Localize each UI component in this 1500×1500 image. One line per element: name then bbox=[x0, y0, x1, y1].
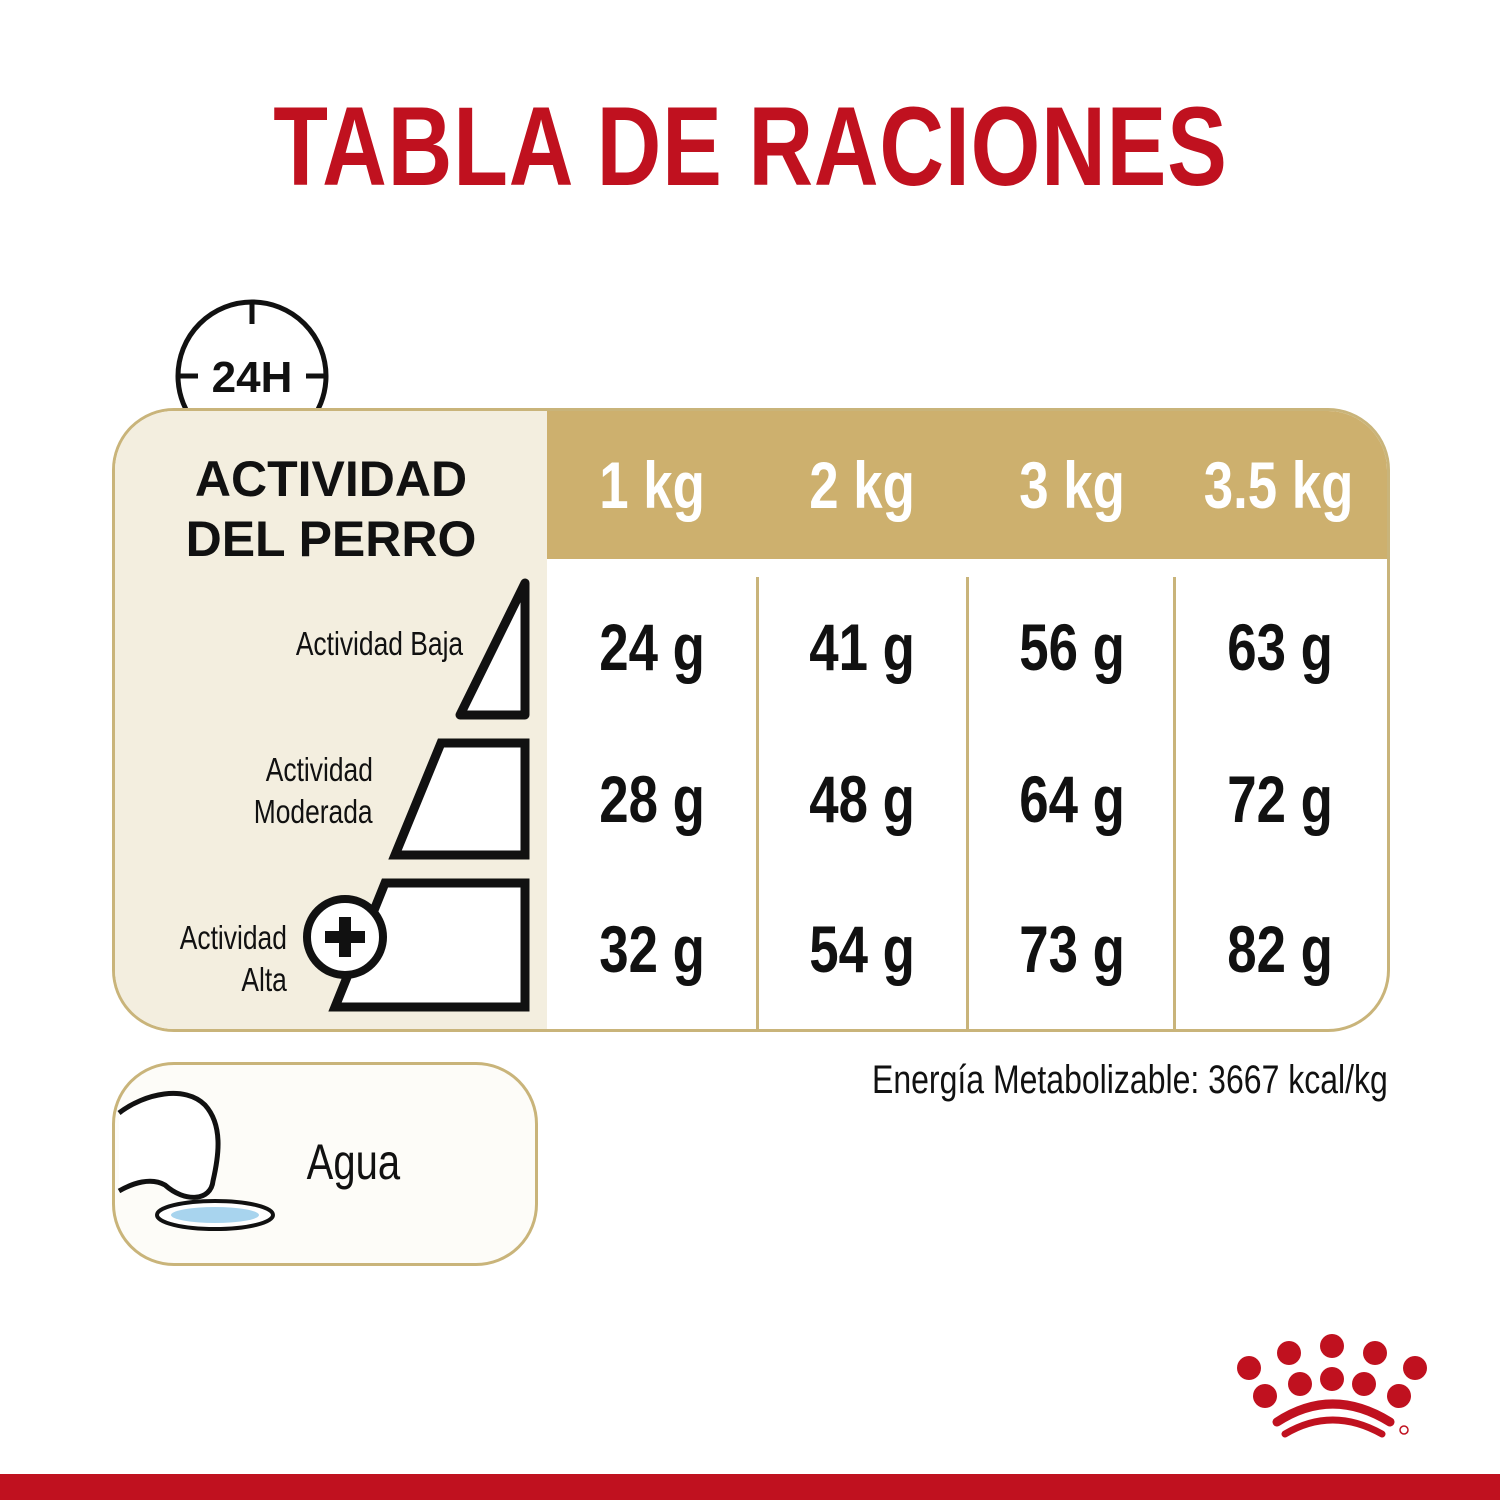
weight-col-2: 2 kg bbox=[809, 448, 915, 522]
cell: 28 g bbox=[599, 762, 705, 836]
water-box: Agua bbox=[112, 1062, 538, 1266]
dog-paw-water-bowl-icon bbox=[117, 1091, 275, 1231]
column-divider bbox=[966, 577, 969, 1029]
cell: 64 g bbox=[1019, 762, 1125, 836]
water-label: Agua bbox=[306, 1134, 401, 1190]
row-label-moderate: Actividad Moderada bbox=[254, 751, 373, 830]
row-label-high: Actividad Alta bbox=[179, 919, 287, 998]
cell: 82 g bbox=[1227, 912, 1333, 986]
column-divider bbox=[756, 577, 759, 1029]
weight-header: 1 kg 2 kg 3 kg 3.5 kg bbox=[547, 411, 1387, 559]
weight-col-1: 1 kg bbox=[599, 448, 705, 522]
cell: 73 g bbox=[1019, 912, 1125, 986]
page-title: TABLA DE RACIONES bbox=[0, 82, 1500, 211]
cell: 56 g bbox=[1019, 610, 1125, 684]
activity-header-line1: ACTIVIDAD bbox=[194, 451, 468, 507]
activity-header: ACTIVIDAD DEL PERRO bbox=[115, 449, 547, 569]
cell: 54 g bbox=[809, 912, 915, 986]
cell: 48 g bbox=[809, 762, 915, 836]
energy-note: Energía Metabolizable: 3667 kcal/kg bbox=[872, 1058, 1388, 1102]
brand-footer-bar bbox=[0, 1474, 1500, 1500]
cell: 24 g bbox=[599, 610, 705, 684]
activity-panel: ACTIVIDAD DEL PERRO Actividad Baja Activ… bbox=[115, 411, 547, 1029]
weight-col-4: 3.5 kg bbox=[1204, 448, 1354, 522]
activity-level-icon bbox=[303, 578, 530, 1012]
cell: 32 g bbox=[599, 912, 705, 986]
royal-canin-crown-logo bbox=[1237, 1334, 1427, 1438]
plus-circle-icon bbox=[303, 895, 387, 979]
cell: 63 g bbox=[1227, 610, 1333, 684]
title-text: TABLA DE RACIONES bbox=[272, 84, 1228, 209]
column-divider bbox=[1173, 577, 1176, 1029]
weight-col-3: 3 kg bbox=[1019, 448, 1125, 522]
row-label-low: Actividad Baja bbox=[295, 625, 463, 662]
activity-header-line2: DEL PERRO bbox=[185, 511, 477, 567]
ration-table: ACTIVIDAD DEL PERRO Actividad Baja Activ… bbox=[112, 408, 1390, 1032]
cell: 72 g bbox=[1227, 762, 1333, 836]
cell: 41 g bbox=[809, 610, 915, 684]
clock-label: 24H bbox=[212, 353, 293, 402]
